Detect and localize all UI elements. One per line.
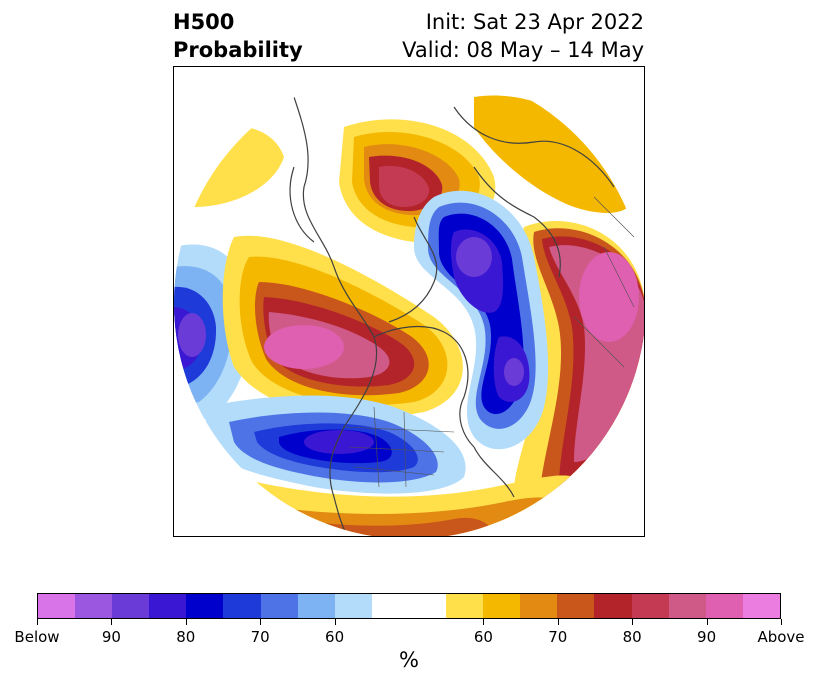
probability-map	[174, 67, 644, 536]
date-info: Init: Sat 23 Apr 2022 Valid: 08 May – 14…	[402, 8, 644, 64]
colorbar-segment	[668, 594, 706, 618]
borders	[343, 196, 635, 488]
colorbar-tick-mark	[185, 619, 187, 625]
colorbar-tick-mark	[781, 619, 782, 625]
colorbar-tick-mark	[37, 619, 38, 625]
valid-range: Valid: 08 May – 14 May	[402, 38, 644, 62]
colorbar-tick-label: Below	[14, 628, 60, 646]
init-date: Init: Sat 23 Apr 2022	[425, 10, 644, 34]
colorbar-tick-label: 90	[101, 628, 121, 646]
colorbar-tick-label: 70	[250, 628, 270, 646]
colorbar-segment	[483, 594, 521, 618]
colorbar-tick-mark	[334, 619, 336, 625]
colorbar-segment	[75, 594, 113, 618]
colorbar-segment	[112, 594, 150, 618]
colorbar-segment	[520, 594, 558, 618]
colorbar-segment	[223, 594, 261, 618]
colorbar-tick-mark	[557, 619, 559, 625]
colorbar-tick-label: 60	[473, 628, 493, 646]
title-line-2: Probability	[173, 38, 303, 62]
colorbar-segment	[742, 594, 780, 618]
coastlines	[289, 96, 615, 536]
colorbar-tick-label: 80	[622, 628, 642, 646]
chart-title: H500 Probability	[173, 8, 303, 64]
high-band-northeast	[474, 95, 635, 213]
colorbar-segment	[149, 594, 187, 618]
colorbar-tick-label: 90	[697, 628, 717, 646]
colorbar-tick-label: 80	[176, 628, 196, 646]
colorbar-segment	[631, 594, 669, 618]
colorbar-tick-label: 60	[325, 628, 345, 646]
colorbar-segment	[297, 594, 335, 618]
colorbar-segment	[334, 594, 372, 618]
colorbar-segment	[446, 594, 484, 618]
title-line-1: H500	[173, 10, 235, 34]
colorbar-tick-label: Above	[757, 628, 805, 646]
colorbar-tick-label: 70	[548, 628, 568, 646]
colorbar-segment	[371, 594, 447, 618]
colorbar-segment	[186, 594, 224, 618]
colorbar-tick-mark	[260, 619, 262, 625]
high-anomaly-pacific	[222, 235, 463, 418]
map-panel	[173, 66, 645, 537]
colorbar-segment	[557, 594, 595, 618]
low-anomaly-arctic	[414, 190, 549, 450]
colorbar-tick-mark	[706, 619, 708, 625]
colorbar-segment	[38, 594, 76, 618]
colorbar-segment	[705, 594, 743, 618]
colorbar-tick-mark	[632, 619, 634, 625]
colorbar-unit-label: %	[399, 648, 419, 672]
colorbar-tick-mark	[111, 619, 113, 625]
colorbar-tick-mark	[483, 619, 485, 625]
colorbar-segment	[260, 594, 298, 618]
colorbar-segment	[594, 594, 632, 618]
colorbar	[37, 593, 781, 619]
